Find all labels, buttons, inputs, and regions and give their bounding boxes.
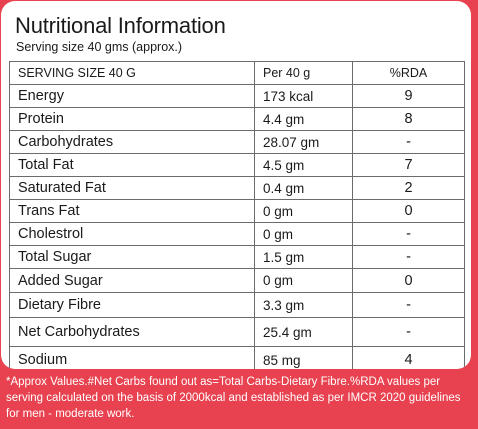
- nutrient-rda: -: [352, 130, 465, 154]
- nutrient-name: Total Sugar: [9, 245, 255, 269]
- table-row: Net Carbohydrates 25.4 gm -: [9, 317, 465, 347]
- nutrient-name: Cholestrol: [9, 222, 255, 246]
- serving-note: Serving size 40 gms (approx.): [16, 40, 183, 54]
- nutrient-value: 4.5 gm: [254, 153, 353, 177]
- nutrient-name: Carbohydrates: [9, 130, 255, 154]
- nutrient-name: Dietary Fibre: [9, 292, 255, 318]
- header-serving-size: SERVING SIZE 40 G: [9, 61, 255, 85]
- table-row: Trans Fat 0 gm 0: [9, 199, 465, 223]
- nutrient-value: 0.4 gm: [254, 176, 353, 200]
- nutrient-value: 3.3 gm: [254, 292, 353, 318]
- nutrition-table: SERVING SIZE 40 G Per 40 g %RDA Energy 1…: [9, 61, 465, 369]
- nutrient-value: 1.5 gm: [254, 245, 353, 269]
- nutrient-rda: 8: [352, 107, 465, 131]
- table-row: Added Sugar 0 gm 0: [9, 268, 465, 293]
- nutrient-value: 4.4 gm: [254, 107, 353, 131]
- page-title: Nutritional Information: [15, 13, 226, 38]
- header-rda: %RDA: [352, 61, 465, 85]
- nutrient-name: Protein: [9, 107, 255, 131]
- header-per-40g: Per 40 g: [254, 61, 353, 85]
- nutrient-rda: -: [352, 245, 465, 269]
- table-row: Total Sugar 1.5 gm -: [9, 245, 465, 269]
- table-row: Energy 173 kcal 9: [9, 84, 465, 108]
- table-row: Saturated Fat 0.4 gm 2: [9, 176, 465, 200]
- nutrient-value: 25.4 gm: [254, 317, 353, 347]
- nutrient-rda: 7: [352, 153, 465, 177]
- table-row: Cholestrol 0 gm -: [9, 222, 465, 246]
- nutrient-name: Net Carbohydrates: [9, 317, 255, 347]
- nutrient-rda: -: [352, 317, 465, 347]
- nutrient-value: 173 kcal: [254, 84, 353, 108]
- nutrient-rda: 9: [352, 84, 465, 108]
- nutrient-name: Total Fat: [9, 153, 255, 177]
- nutrient-name: Added Sugar: [9, 268, 255, 293]
- table-row: Protein 4.4 gm 8: [9, 107, 465, 131]
- nutrient-rda: -: [352, 292, 465, 318]
- nutrient-value: 28.07 gm: [254, 130, 353, 154]
- nutrient-value: 85 mg: [254, 346, 353, 369]
- nutrient-value: 0 gm: [254, 199, 353, 223]
- nutrient-rda: -: [352, 222, 465, 246]
- nutrient-rda: 2: [352, 176, 465, 200]
- nutrient-rda: 0: [352, 268, 465, 293]
- nutrient-name: Saturated Fat: [9, 176, 255, 200]
- nutrient-value: 0 gm: [254, 268, 353, 293]
- nutrient-name: Energy: [9, 84, 255, 108]
- table-row: Dietary Fibre 3.3 gm -: [9, 292, 465, 318]
- table-header-row: SERVING SIZE 40 G Per 40 g %RDA: [9, 61, 465, 85]
- nutrient-rda: 0: [352, 199, 465, 223]
- nutrient-name: Trans Fat: [9, 199, 255, 223]
- table-row: Carbohydrates 28.07 gm -: [9, 130, 465, 154]
- footnote: *Approx Values.#Net Carbs found out as=T…: [6, 376, 461, 420]
- nutrient-rda: 4: [352, 346, 465, 369]
- nutrient-value: 0 gm: [254, 222, 353, 246]
- nutrition-card: Nutritional Information Serving size 40 …: [1, 1, 471, 369]
- nutrient-name: Sodium: [9, 346, 255, 369]
- table-row: Total Fat 4.5 gm 7: [9, 153, 465, 177]
- table-row: Sodium 85 mg 4: [9, 346, 465, 369]
